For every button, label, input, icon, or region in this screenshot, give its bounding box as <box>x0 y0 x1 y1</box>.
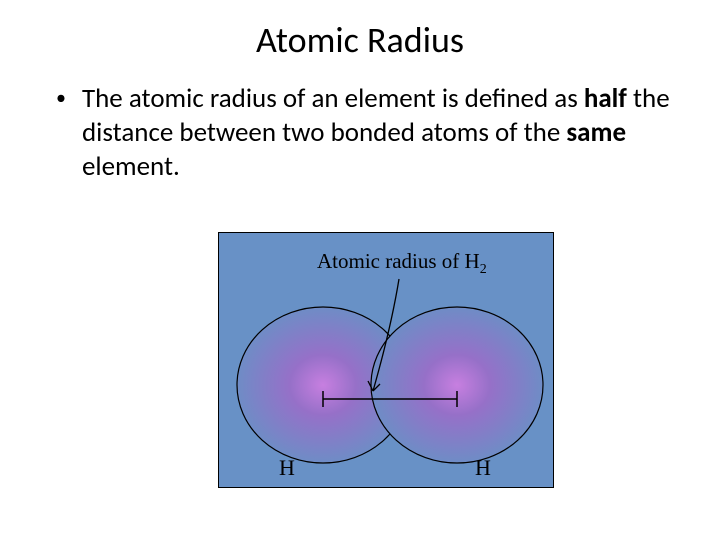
left-atom-label: H <box>279 455 295 481</box>
right-atom-fill <box>371 307 543 463</box>
atomic-radius-figure: Atomic radius of H2 H H <box>218 232 554 488</box>
figure-top-label: Atomic radius of H2 <box>317 249 487 278</box>
bullet-marker: • <box>56 82 66 114</box>
page-title: Atomic Radius <box>0 0 720 82</box>
right-atom-label: H <box>475 455 491 481</box>
bullet-text: The atomic radius of an element is defin… <box>82 82 680 183</box>
bullet-item: • The atomic radius of an element is def… <box>0 82 720 183</box>
